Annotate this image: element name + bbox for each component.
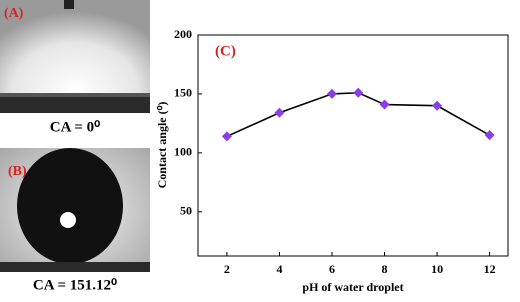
- y-tick-label: 200: [174, 27, 192, 41]
- data-point: [432, 100, 443, 111]
- y-tick-label: 150: [174, 86, 192, 100]
- caption: CA = 151.12⁰: [33, 277, 117, 293]
- x-tick-label: 6: [329, 262, 335, 276]
- data-point: [353, 87, 364, 98]
- x-tick-label: 10: [431, 262, 443, 276]
- photo-a: [0, 0, 150, 113]
- x-tick-label: 8: [382, 262, 388, 276]
- x-tick-label: 2: [224, 262, 230, 276]
- data-point: [379, 99, 390, 110]
- y-axis-label: Contact angle (⁰): [155, 102, 169, 189]
- x-tick-label: 4: [276, 262, 282, 276]
- x-axis-label: pH of water droplet: [302, 280, 403, 294]
- x-tick-label: 12: [484, 262, 496, 276]
- data-point: [326, 88, 337, 99]
- panel-label: (C): [215, 43, 236, 59]
- panel-label: (B): [8, 164, 27, 179]
- data-line: [226, 91, 491, 138]
- panel-label: (A): [4, 6, 24, 21]
- data-point: [484, 130, 495, 141]
- data-point: [274, 107, 285, 118]
- y-tick-label: 100: [174, 145, 192, 159]
- y-tick-label: 50: [180, 204, 192, 218]
- plot-frame: [197, 34, 509, 257]
- data-point: [221, 131, 232, 142]
- caption: CA = 0⁰: [50, 119, 100, 135]
- photo-b: [0, 148, 150, 272]
